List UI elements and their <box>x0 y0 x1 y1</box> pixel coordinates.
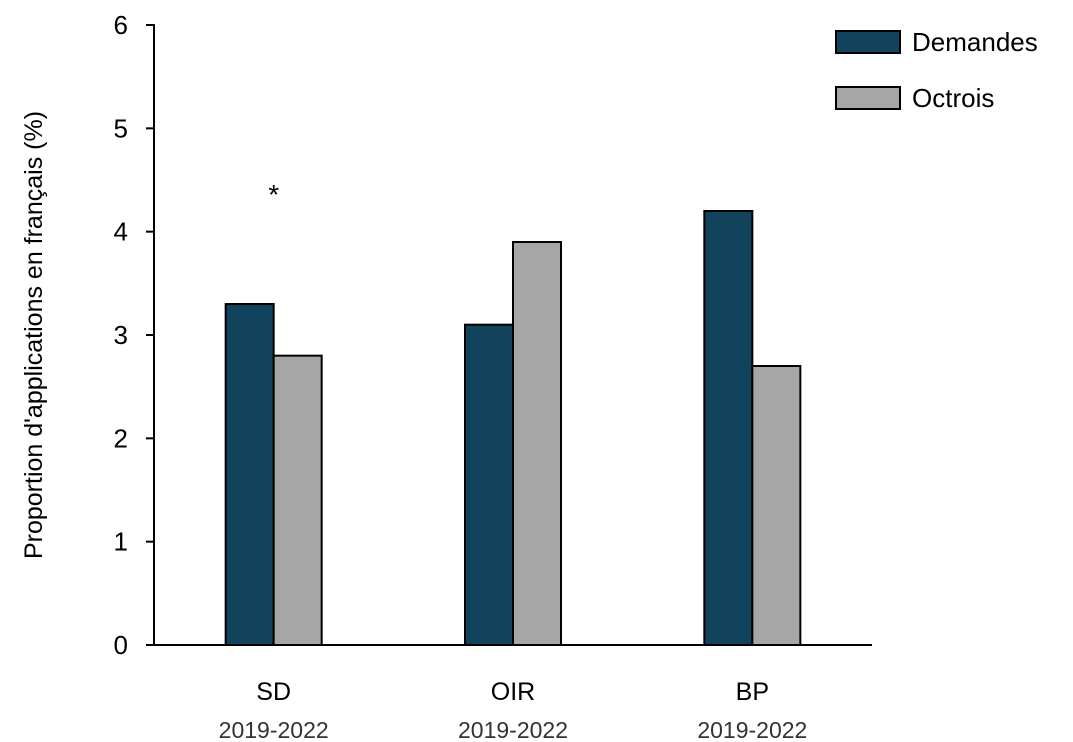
y-tick-label: 4 <box>114 217 128 247</box>
y-tick-label: 6 <box>114 10 128 40</box>
bar-demandes-sd <box>224 303 275 646</box>
y-axis-title: Proportion d'applications en français (%… <box>20 111 48 559</box>
bar-octrois-bp <box>751 365 802 646</box>
x-category-sublabel: 2019-2022 <box>697 717 807 742</box>
x-category-label: OIR <box>491 678 535 706</box>
y-tick-label: 0 <box>114 630 128 660</box>
legend-label-octrois: Octrois <box>912 83 994 113</box>
bars <box>224 210 802 646</box>
legend-label-demandes: Demandes <box>912 27 1038 57</box>
y-tick-label: 2 <box>114 423 128 453</box>
x-category-label: SD <box>256 678 291 706</box>
bar-demandes-bp <box>703 210 754 646</box>
y-tick-label: 3 <box>114 320 128 350</box>
bar-octrois-oir <box>512 241 562 646</box>
x-category-sublabel: 2019-2022 <box>219 717 329 742</box>
y-axis-ticks: 0 1 2 3 4 5 6 <box>114 10 154 660</box>
legend: Demandes Octrois <box>835 27 1038 113</box>
significance-asterisk: * <box>268 179 279 210</box>
x-category-label: BP <box>736 678 769 706</box>
x-category-sublabel: 2019-2022 <box>458 717 568 742</box>
y-tick-label: 1 <box>114 527 128 557</box>
bar-demandes-oir <box>464 323 514 646</box>
x-axis-labels: SD 2019-2022 OIR 2019-2022 BP 2019-2022 <box>219 678 808 742</box>
legend-swatch-demandes <box>835 30 901 54</box>
annotations: * <box>268 179 279 210</box>
bar-octrois-sd <box>272 354 323 646</box>
legend-swatch-octrois <box>835 86 901 110</box>
y-tick-label: 5 <box>114 113 128 143</box>
